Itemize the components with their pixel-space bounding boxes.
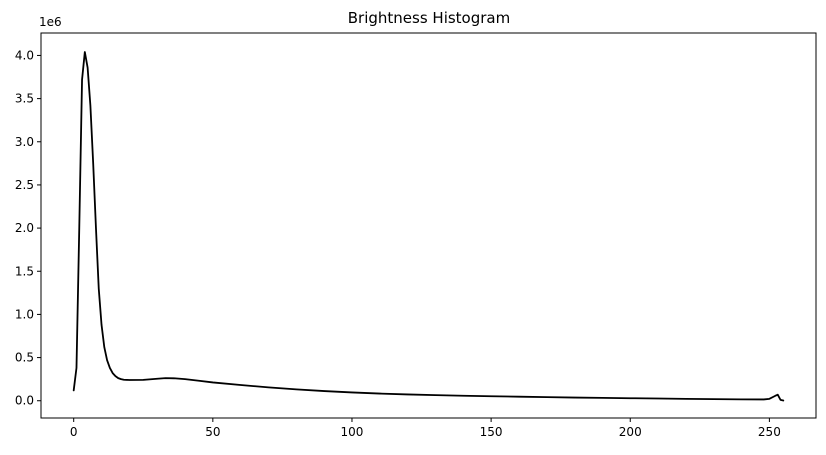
y-tick-label: 0.0 bbox=[15, 394, 34, 408]
y-tick-label: 2.5 bbox=[15, 178, 34, 192]
x-tick-label: 150 bbox=[480, 425, 503, 439]
x-tick-label: 0 bbox=[70, 425, 78, 439]
y-tick-label: 2.0 bbox=[15, 221, 34, 235]
y-axis-ticks: 0.0 0.5 1.0 1.5 2.0 2.5 3.0 3.5 4.0 bbox=[15, 48, 41, 408]
x-tick-label: 50 bbox=[205, 425, 220, 439]
x-tick-label: 100 bbox=[341, 425, 364, 439]
y-axis-offset-label: 1e6 bbox=[39, 15, 62, 29]
series-group bbox=[72, 51, 785, 402]
x-tick-label: 250 bbox=[758, 425, 781, 439]
y-tick-label: 1.0 bbox=[15, 307, 34, 321]
series-line bbox=[72, 51, 785, 402]
chart-title: Brightness Histogram bbox=[348, 9, 510, 27]
y-tick-label: 3.0 bbox=[15, 135, 34, 149]
x-axis-ticks: 0 50 100 150 200 250 bbox=[70, 418, 781, 439]
y-tick-label: 1.5 bbox=[15, 264, 34, 278]
x-tick-label: 200 bbox=[619, 425, 642, 439]
axes-frame bbox=[40, 32, 817, 419]
y-tick-label: 3.5 bbox=[15, 92, 34, 106]
y-tick-label: 4.0 bbox=[15, 48, 34, 62]
y-tick-label: 0.5 bbox=[15, 351, 34, 365]
